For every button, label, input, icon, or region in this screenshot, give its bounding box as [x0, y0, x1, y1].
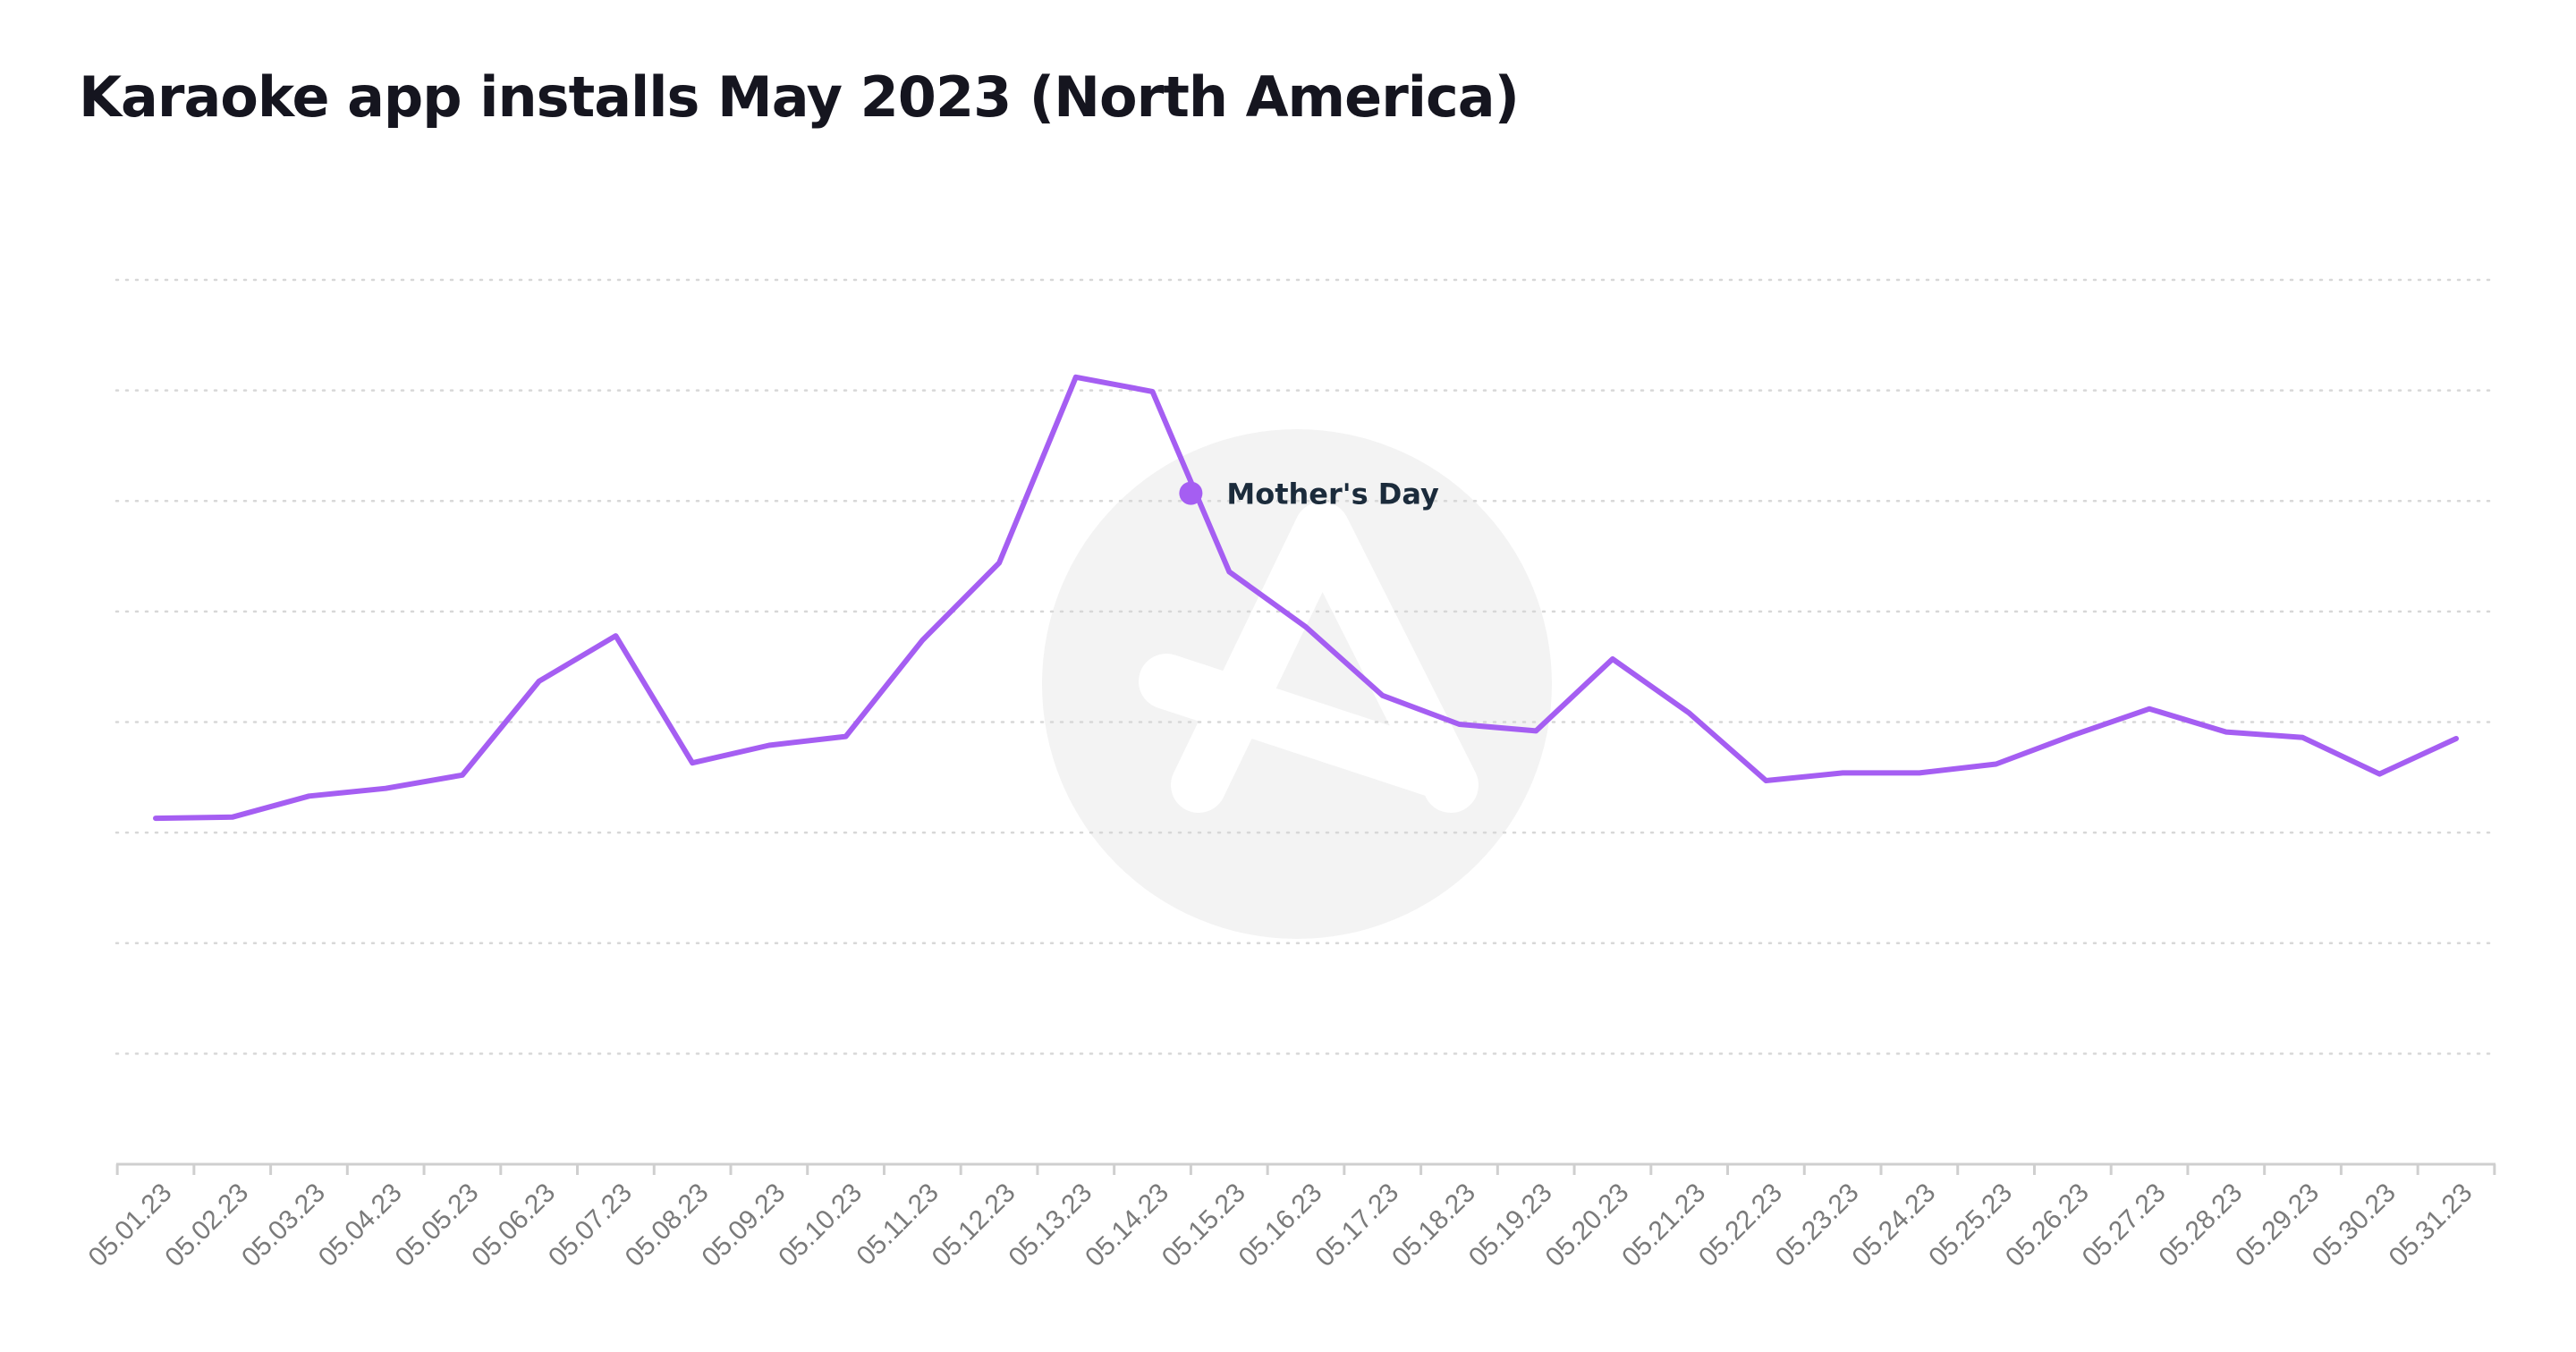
x-tick-label: 05.12.23 — [927, 1178, 1021, 1272]
x-tick-label: 05.31.23 — [2384, 1178, 2479, 1272]
x-tick-label: 05.27.23 — [2077, 1178, 2172, 1272]
x-tick-label: 05.11.23 — [852, 1178, 945, 1271]
x-tick-label: 05.17.23 — [1309, 1178, 1404, 1272]
x-tick-label: 05.15.23 — [1157, 1178, 1251, 1272]
x-tick-label: 05.22.23 — [1693, 1178, 1788, 1272]
x-tick-labels: 05.01.2305.02.2305.03.2305.04.2305.05.23… — [83, 1178, 2479, 1272]
series-line — [153, 374, 2459, 822]
watermark-logo-icon — [1042, 429, 1552, 939]
x-axis — [115, 1162, 2496, 1175]
x-tick-label: 05.06.23 — [466, 1178, 561, 1272]
x-tick-label: 05.13.23 — [1003, 1178, 1097, 1272]
x-tick-label: 05.25.23 — [1923, 1178, 2018, 1272]
series-layer — [153, 374, 2459, 822]
x-tick-label: 05.28.23 — [2153, 1178, 2248, 1272]
x-tick-label: 05.20.23 — [1540, 1178, 1635, 1272]
annotation-layer: Mother's Day — [1179, 477, 1439, 511]
x-tick-label: 05.08.23 — [620, 1178, 715, 1272]
x-tick-label: 05.24.23 — [1847, 1178, 1942, 1272]
x-tick-label: 05.02.23 — [159, 1178, 254, 1272]
annotation-label: Mother's Day — [1226, 477, 1439, 511]
chart-title: Karaoke app installs May 2023 (North Ame… — [79, 64, 1520, 130]
x-tick-label: 05.05.23 — [390, 1178, 485, 1272]
x-tick-label: 05.16.23 — [1233, 1178, 1328, 1272]
x-tick-label: 05.21.23 — [1616, 1178, 1711, 1272]
x-tick-label: 05.03.23 — [236, 1178, 331, 1272]
x-tick-label: 05.01.23 — [83, 1178, 178, 1272]
x-tick-label: 05.10.23 — [773, 1178, 868, 1272]
x-tick-label: 05.14.23 — [1080, 1178, 1174, 1272]
x-tick-label: 05.30.23 — [2307, 1178, 2402, 1272]
x-tick-label: 05.23.23 — [1770, 1178, 1865, 1272]
x-tick-label: 05.04.23 — [313, 1178, 408, 1272]
x-tick-label: 05.29.23 — [2230, 1178, 2325, 1272]
x-tick-label: 05.09.23 — [697, 1178, 792, 1272]
annotation-marker — [1179, 481, 1203, 505]
x-tick-label: 05.19.23 — [1463, 1178, 1558, 1272]
x-tick-label: 05.18.23 — [1386, 1178, 1481, 1272]
grid-lines — [114, 278, 2497, 1055]
x-tick-label: 05.26.23 — [2000, 1178, 2095, 1272]
x-tick-label: 05.07.23 — [543, 1178, 638, 1272]
